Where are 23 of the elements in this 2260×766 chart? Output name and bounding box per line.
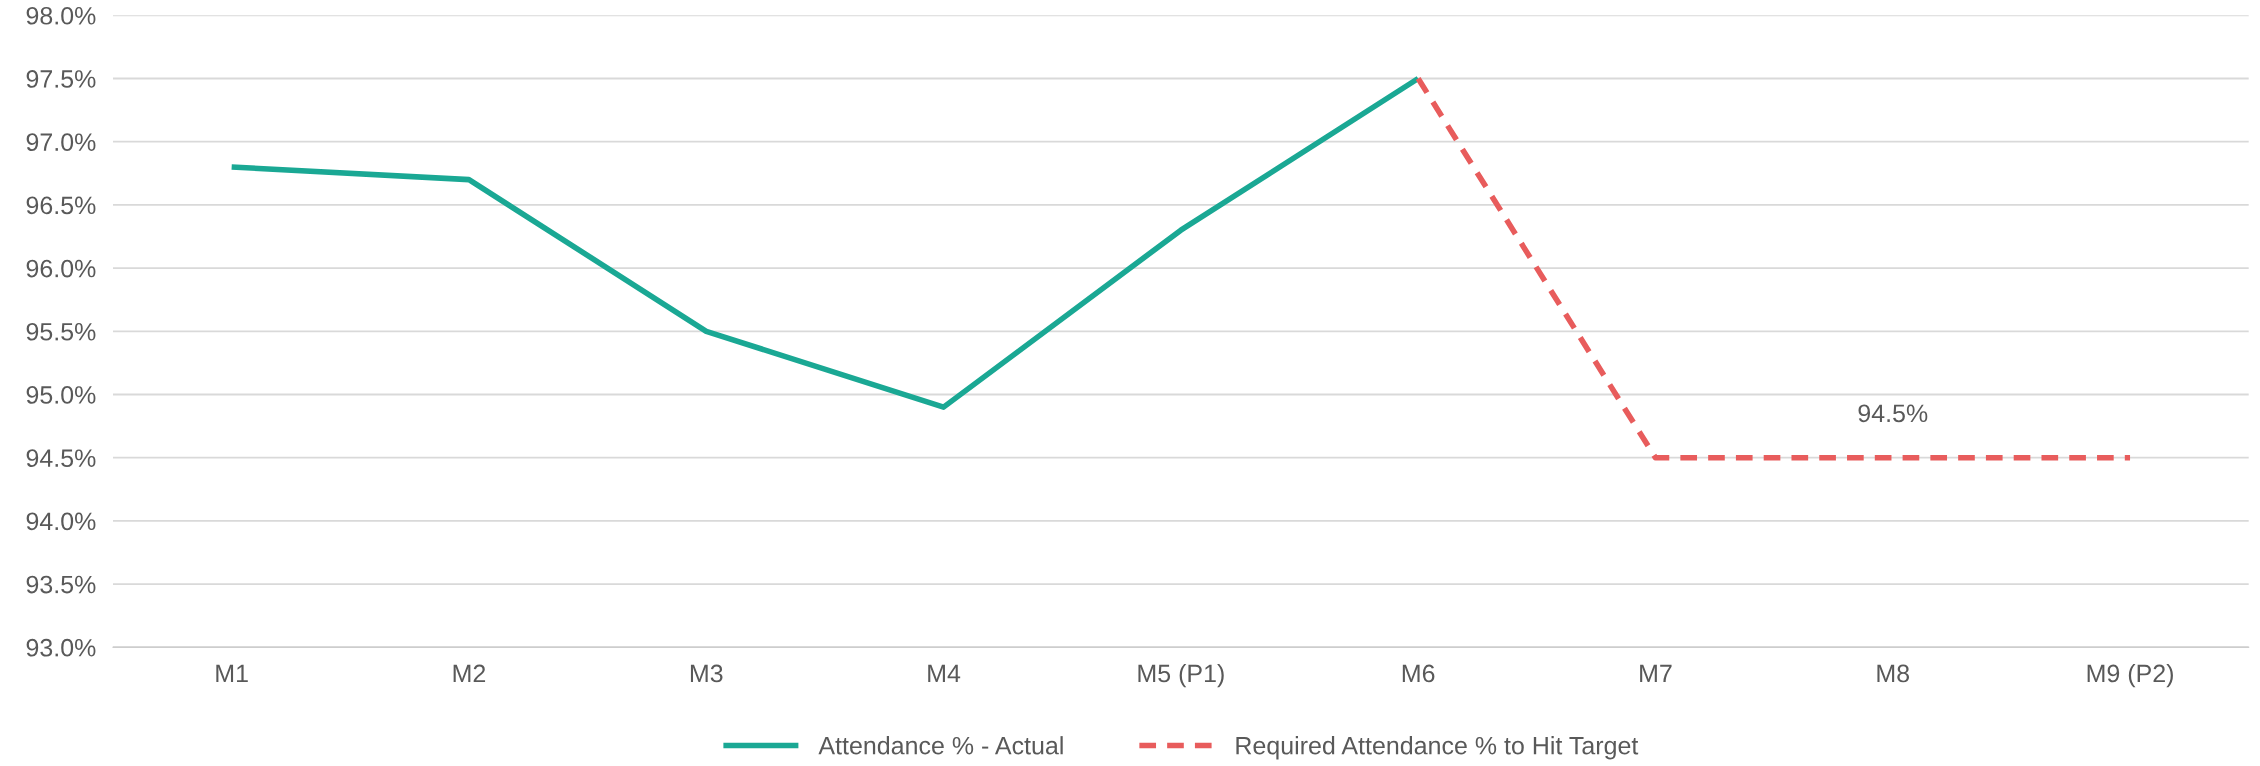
x-tick-label: M8: [1877, 664, 1910, 683]
x-tick-label: M2: [453, 664, 486, 683]
x-tick-label: M4: [928, 664, 961, 683]
legend-label: Required Attendance % to Hit Target: [1236, 736, 1639, 760]
y-tick-label: 93.0%: [26, 638, 96, 657]
x-tick-label: M9 (P2): [2087, 663, 2173, 688]
x-tick-label: M5 (P1): [1138, 663, 1224, 688]
x-tick-label: M3: [690, 664, 723, 683]
y-tick-label: 95.5%: [26, 322, 96, 341]
x-tick-label: M6: [1402, 664, 1435, 683]
y-tick-label: 97.0%: [26, 133, 96, 152]
x-tick-label: M1: [216, 664, 248, 683]
y-tick-label: 93.5%: [26, 575, 96, 594]
x-tick-label: M7: [1640, 664, 1672, 683]
y-tick-label: 94.0%: [26, 512, 96, 531]
y-tick-label: 95.0%: [26, 386, 96, 404]
y-tick-label: 96.5%: [26, 196, 96, 215]
y-tick-label: 97.5%: [26, 70, 96, 88]
annotation: 94.5%: [1858, 404, 1928, 423]
y-tick-label: 96.0%: [26, 259, 96, 278]
legend-label: Attendance % - Actual: [818, 736, 1063, 755]
y-tick-label: 98.0%: [26, 6, 96, 25]
y-tick-label: 94.5%: [26, 449, 96, 467]
